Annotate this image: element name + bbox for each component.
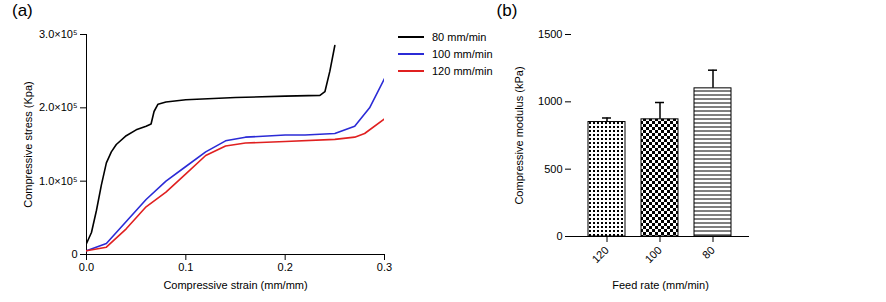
svg-text:0.1: 0.1 (178, 261, 193, 273)
svg-text:Compressive modulus (kPa): Compressive modulus (kPa) (513, 66, 525, 204)
svg-text:0.2: 0.2 (278, 261, 293, 273)
svg-text:1500: 1500 (538, 28, 562, 40)
svg-text:500: 500 (544, 163, 562, 175)
svg-text:2.0×10⁵: 2.0×10⁵ (39, 101, 78, 113)
svg-text:Feed rate (mm/min): Feed rate (mm/min) (612, 279, 709, 291)
svg-text:80: 80 (699, 244, 716, 261)
svg-text:0.3: 0.3 (377, 261, 392, 273)
svg-text:0: 0 (71, 248, 77, 260)
html-text:(b): (b) (496, 1, 518, 20)
html-text:(a): (a) (12, 1, 33, 20)
svg-text:1.0×10⁵: 1.0×10⁵ (39, 175, 78, 187)
svg-text:100: 100 (642, 244, 663, 265)
svg-text:120: 120 (589, 244, 610, 265)
svg-text:1000: 1000 (538, 95, 562, 107)
html-text:80 mm/min: 80 mm/min (432, 30, 487, 43)
svg-text:3.0×10⁵: 3.0×10⁵ (39, 28, 78, 40)
html-text:100 mm/min: 100 mm/min (432, 47, 493, 60)
html-text:120 mm/min: 120 mm/min (432, 64, 493, 77)
svg-text:Compressive stress (Kpa): Compressive stress (Kpa) (22, 81, 34, 208)
svg-text:Compressive strain (mm/mm): Compressive strain (mm/mm) (163, 279, 307, 291)
svg-text:0: 0 (556, 230, 562, 242)
svg-text:0.0: 0.0 (79, 261, 94, 273)
